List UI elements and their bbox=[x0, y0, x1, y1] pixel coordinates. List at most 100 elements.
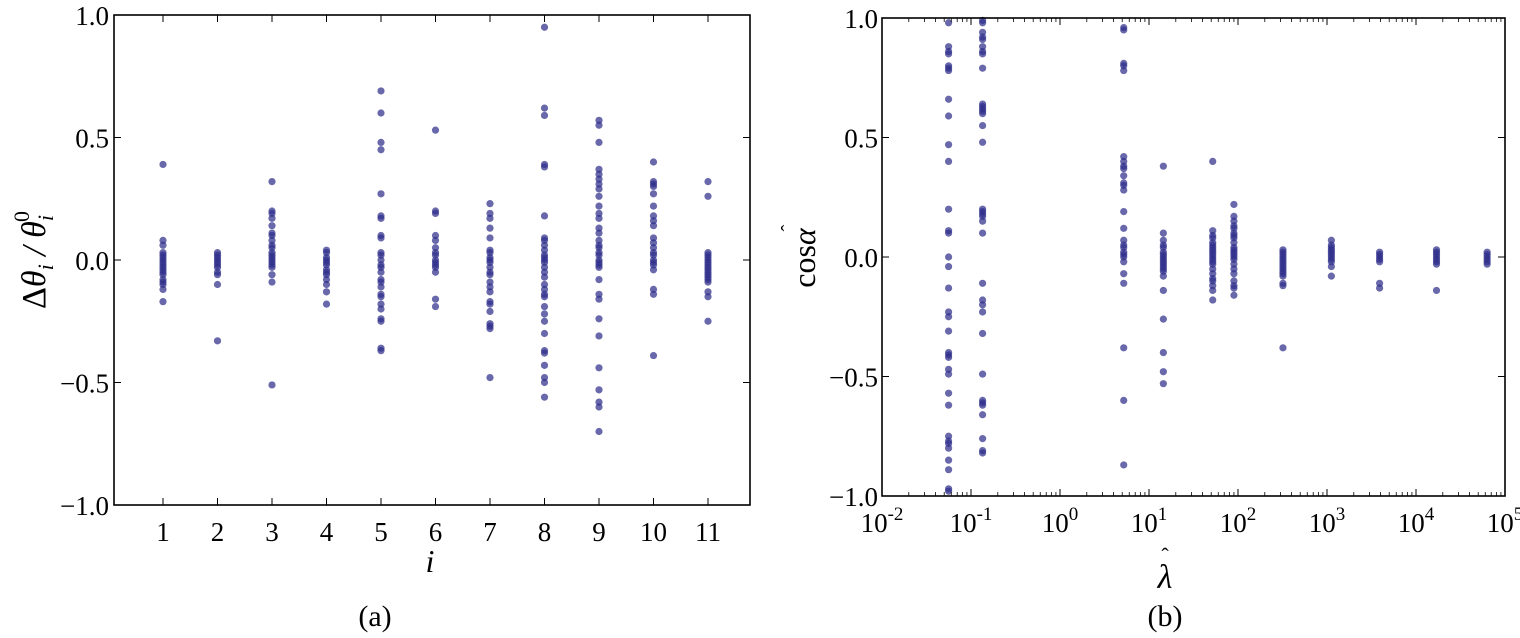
data-point bbox=[540, 302, 549, 311]
panel-b-axes-frame bbox=[881, 17, 1506, 497]
data-point bbox=[431, 302, 440, 311]
x-tick-label: 102 bbox=[1220, 504, 1257, 538]
panel-a-scatter: 1 2 3 4 5 6 7 8 9 10 11 −1.0 −0.5 0.0 0.5 1.0 i Δθi / … bbox=[9, 1, 751, 633]
panel-b-x-axis-label: λ ˆ bbox=[1157, 543, 1173, 596]
data-point bbox=[978, 308, 987, 316]
panel-b-points bbox=[944, 16, 1491, 495]
data-point bbox=[978, 370, 987, 378]
data-point bbox=[377, 347, 385, 355]
data-point bbox=[704, 178, 712, 186]
data-point bbox=[377, 146, 385, 154]
x-tick-label: 100 bbox=[1042, 504, 1079, 538]
data-point bbox=[540, 163, 549, 171]
data-point bbox=[1279, 272, 1287, 280]
x-tick-label: 9 bbox=[592, 517, 606, 547]
panel-a-y-ticks: −1.0 −0.5 0.0 0.5 1.0 bbox=[60, 1, 750, 521]
data-point bbox=[377, 214, 385, 222]
y-tick-label: −1.0 bbox=[60, 491, 109, 521]
data-point bbox=[1327, 272, 1335, 280]
data-point bbox=[1230, 200, 1238, 209]
data-point bbox=[595, 386, 603, 394]
data-point bbox=[540, 23, 549, 31]
data-point bbox=[944, 19, 953, 27]
data-point bbox=[486, 271, 494, 279]
data-point bbox=[1120, 270, 1128, 278]
data-point bbox=[1120, 279, 1128, 287]
data-point bbox=[486, 307, 494, 316]
data-point bbox=[377, 293, 385, 301]
svg-text:ˆ: ˆ bbox=[778, 224, 800, 231]
data-point bbox=[1376, 258, 1384, 266]
data-point bbox=[944, 444, 953, 452]
y-tick-label: 0.5 bbox=[75, 124, 109, 154]
data-point bbox=[213, 280, 222, 289]
data-point bbox=[540, 329, 549, 338]
data-point bbox=[978, 301, 987, 309]
data-point bbox=[1120, 26, 1128, 34]
data-point bbox=[595, 364, 603, 372]
data-point bbox=[944, 284, 953, 292]
data-point bbox=[377, 283, 385, 291]
data-point bbox=[268, 178, 276, 186]
x-tick-label: 10-2 bbox=[861, 504, 904, 538]
data-point bbox=[944, 141, 953, 149]
data-point bbox=[1432, 286, 1441, 295]
data-point bbox=[595, 295, 603, 303]
data-point bbox=[595, 427, 603, 436]
data-point bbox=[595, 214, 603, 222]
y-tick-label: 0.5 bbox=[844, 124, 878, 154]
data-point bbox=[540, 273, 549, 281]
data-point bbox=[1230, 270, 1238, 278]
data-point bbox=[944, 66, 953, 75]
data-point bbox=[1159, 315, 1167, 323]
x-tick-label: 10 bbox=[640, 517, 667, 547]
panel-a-caption: (a) bbox=[358, 600, 391, 633]
data-point bbox=[540, 393, 549, 401]
data-point bbox=[540, 111, 549, 120]
data-point bbox=[944, 112, 953, 120]
panel-a-points bbox=[159, 23, 712, 436]
data-point bbox=[540, 378, 549, 387]
x-tick-label: 101 bbox=[1131, 504, 1168, 538]
data-point bbox=[377, 109, 385, 117]
data-point bbox=[268, 263, 276, 271]
data-point bbox=[322, 280, 331, 289]
data-point bbox=[978, 401, 987, 409]
data-point bbox=[377, 317, 385, 325]
data-point bbox=[322, 288, 331, 296]
data-point bbox=[1120, 396, 1128, 404]
data-point bbox=[595, 121, 603, 129]
data-point bbox=[944, 229, 953, 237]
data-point bbox=[1230, 291, 1238, 299]
x-tick-label: 8 bbox=[538, 517, 552, 547]
data-point bbox=[540, 293, 549, 301]
data-point bbox=[944, 253, 953, 261]
data-point bbox=[649, 266, 658, 274]
panel-a-x-axis-label: i bbox=[426, 543, 435, 579]
data-point bbox=[213, 271, 222, 279]
y-tick-label: 0.0 bbox=[75, 246, 109, 276]
data-point bbox=[944, 370, 953, 378]
data-point bbox=[1120, 164, 1128, 173]
data-point bbox=[486, 200, 494, 208]
data-point bbox=[1120, 207, 1128, 216]
data-point bbox=[978, 50, 987, 58]
data-point bbox=[978, 64, 987, 72]
data-point bbox=[540, 361, 549, 369]
data-point bbox=[944, 487, 953, 495]
data-point bbox=[704, 278, 712, 286]
data-point bbox=[978, 217, 987, 225]
data-point bbox=[486, 288, 494, 296]
data-point bbox=[649, 222, 658, 230]
data-point bbox=[486, 374, 494, 382]
data-point bbox=[377, 305, 385, 313]
data-point bbox=[704, 317, 712, 325]
x-tick-label: 103 bbox=[1309, 504, 1346, 538]
svg-text:cosα: cosα bbox=[786, 227, 822, 288]
data-point bbox=[1120, 66, 1128, 75]
x-tick-label: 10-1 bbox=[950, 504, 993, 538]
data-point bbox=[268, 278, 276, 286]
panel-a-x-ticks: 1 2 3 4 5 6 7 8 9 10 11 bbox=[156, 15, 721, 547]
data-point bbox=[649, 182, 658, 191]
data-point bbox=[1159, 368, 1167, 376]
